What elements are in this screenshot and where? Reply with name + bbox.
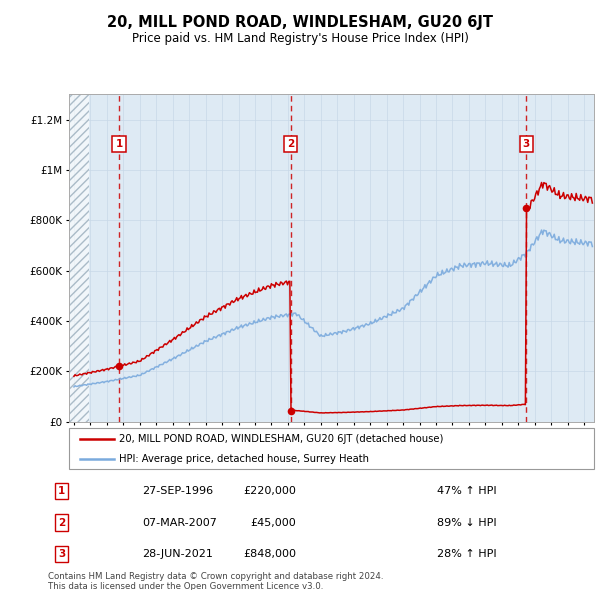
Text: £848,000: £848,000 xyxy=(244,549,296,559)
Text: 2: 2 xyxy=(58,517,65,527)
Text: 20, MILL POND ROAD, WINDLESHAM, GU20 6JT (detached house): 20, MILL POND ROAD, WINDLESHAM, GU20 6JT… xyxy=(119,434,443,444)
Text: £45,000: £45,000 xyxy=(251,517,296,527)
Bar xyxy=(69,94,89,422)
Text: Contains HM Land Registry data © Crown copyright and database right 2024.: Contains HM Land Registry data © Crown c… xyxy=(48,572,383,581)
FancyBboxPatch shape xyxy=(69,428,594,469)
Text: 1: 1 xyxy=(58,486,65,496)
Text: 89% ↓ HPI: 89% ↓ HPI xyxy=(437,517,496,527)
Text: 2: 2 xyxy=(287,139,295,149)
Text: 20, MILL POND ROAD, WINDLESHAM, GU20 6JT: 20, MILL POND ROAD, WINDLESHAM, GU20 6JT xyxy=(107,15,493,30)
Text: 27-SEP-1996: 27-SEP-1996 xyxy=(143,486,214,496)
Text: 28% ↑ HPI: 28% ↑ HPI xyxy=(437,549,496,559)
Text: 3: 3 xyxy=(58,549,65,559)
Text: 3: 3 xyxy=(523,139,530,149)
Text: This data is licensed under the Open Government Licence v3.0.: This data is licensed under the Open Gov… xyxy=(48,582,323,590)
Text: Price paid vs. HM Land Registry's House Price Index (HPI): Price paid vs. HM Land Registry's House … xyxy=(131,32,469,45)
Text: 28-JUN-2021: 28-JUN-2021 xyxy=(143,549,214,559)
Bar xyxy=(69,94,89,422)
Text: HPI: Average price, detached house, Surrey Heath: HPI: Average price, detached house, Surr… xyxy=(119,454,369,464)
Text: £220,000: £220,000 xyxy=(244,486,296,496)
Text: 1: 1 xyxy=(115,139,122,149)
Text: 47% ↑ HPI: 47% ↑ HPI xyxy=(437,486,496,496)
Text: 07-MAR-2007: 07-MAR-2007 xyxy=(143,517,217,527)
